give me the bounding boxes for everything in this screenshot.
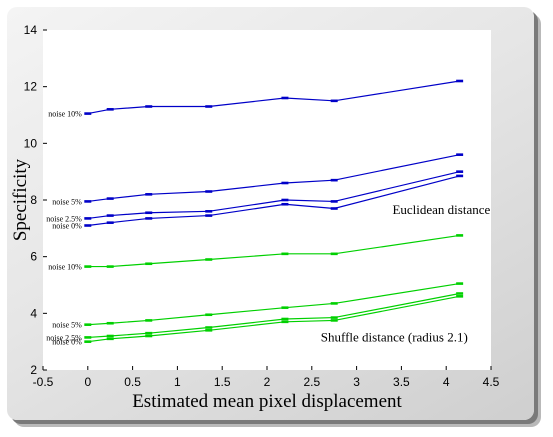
annotations: Euclidean distance Shuffle distance (radi…	[321, 202, 491, 344]
group-annotation: Shuffle distance (radius 2.1)	[321, 330, 468, 345]
y-tick-label: 12	[24, 80, 38, 94]
series-label: noise 2.5%	[46, 333, 82, 342]
y-tick-label: 2	[30, 363, 37, 377]
x-tick-label: 1	[174, 375, 181, 389]
y-tick-label: 4	[30, 306, 37, 320]
group-annotation: Euclidean distance	[392, 202, 490, 217]
y-tick-label: 8	[30, 193, 37, 207]
series-label: noise 10%	[48, 110, 82, 119]
plot-area	[43, 30, 491, 370]
y-tick-label: 6	[30, 250, 37, 264]
x-tick-label: 4	[443, 375, 450, 389]
x-tick-label: 2	[264, 375, 271, 389]
x-tick-label: 0.5	[124, 375, 141, 389]
series-label: noise 5%	[52, 321, 82, 330]
x-tick-label: 1.5	[214, 375, 231, 389]
series-labels: noise 10%noise 5%noise 2.5%noise 0%noise…	[46, 110, 82, 347]
x-tick-label: 3	[353, 375, 360, 389]
series-label: noise 10%	[48, 263, 82, 272]
x-tick-label: 2.5	[303, 375, 320, 389]
x-tick-label: 0	[84, 375, 91, 389]
x-tick-label: 3.5	[393, 375, 410, 389]
series-lines	[84, 79, 464, 343]
y-tick-label: 10	[24, 136, 38, 150]
x-tick-label: 4.5	[483, 375, 500, 389]
y-tick-label: 14	[24, 23, 38, 37]
series-label: noise 5%	[52, 197, 82, 206]
x-tick-label: -0.5	[33, 375, 54, 389]
series-label: noise 0%	[52, 222, 82, 231]
y-axis-label: Specificity	[10, 158, 31, 241]
axis-ticks: -0.5 0 0.5 1 1.5 2 2.5 3 3.5 4 4.5 2 4 6 8 10 12 14	[24, 23, 500, 389]
series-label: noise 2.5%	[46, 214, 82, 223]
series-label: noise 0%	[52, 338, 82, 347]
x-axis-label: Estimated mean pixel displacement	[132, 391, 402, 412]
